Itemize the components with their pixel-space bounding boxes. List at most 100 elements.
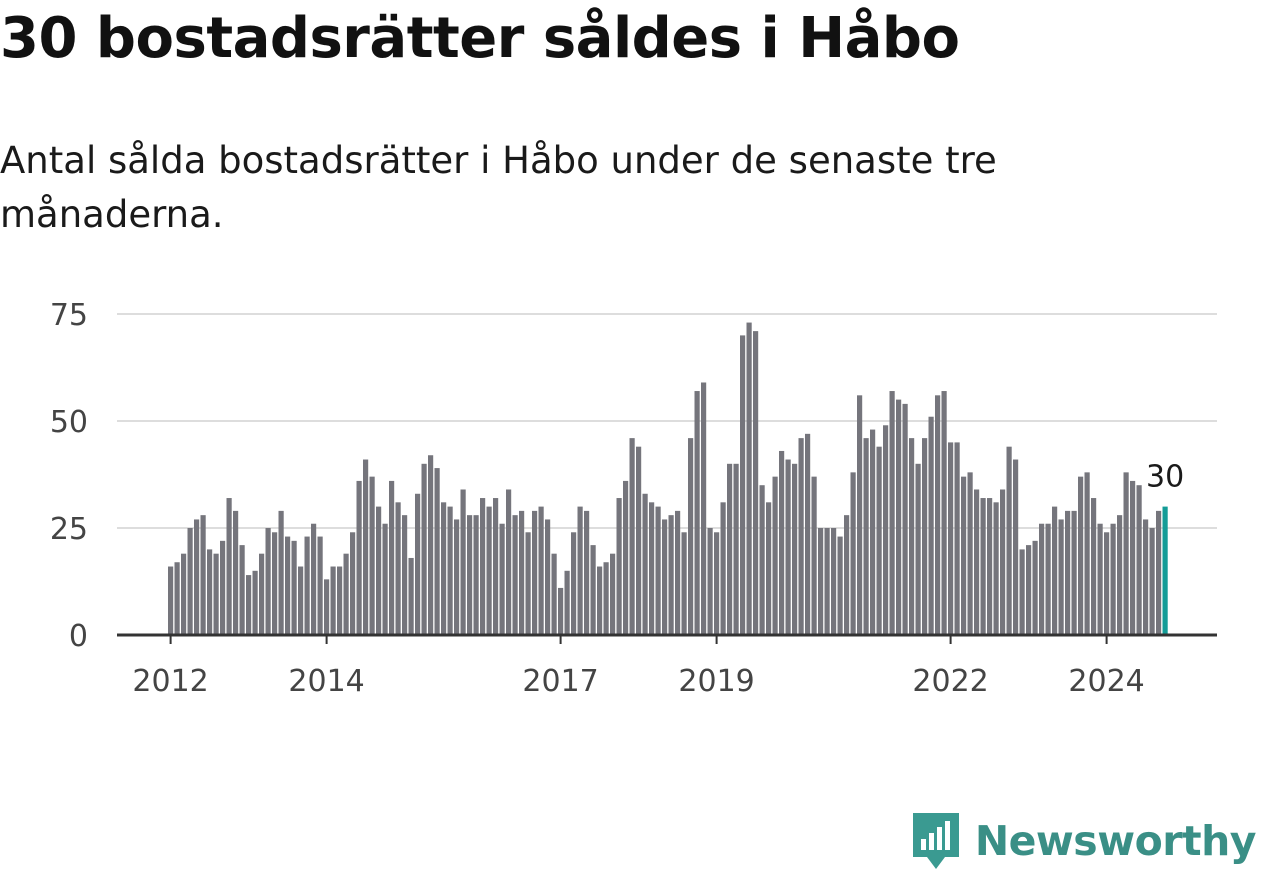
bar [408,557,414,635]
bar [304,536,310,635]
bar [746,322,752,635]
x-tick-label: 2019 [678,664,754,699]
bar [863,438,869,635]
bar [1013,459,1019,635]
bar [1097,523,1103,635]
bar [681,532,687,635]
x-tick-label: 2022 [912,664,988,699]
bar [454,519,460,635]
x-tick-label: 2012 [132,664,208,699]
bar [902,403,908,635]
bar [818,528,824,635]
bar [246,575,252,635]
bar [896,399,902,635]
x-tick-label: 2024 [1068,664,1144,699]
bar [447,506,453,635]
bar [480,498,486,635]
brand: Newsworthy [911,811,1257,871]
bar [668,515,674,635]
bar [766,502,772,635]
brand-name: Newsworthy [974,817,1257,865]
bar [168,566,174,635]
bar [961,476,967,635]
bar [733,463,739,635]
bar [571,532,577,635]
bar [389,480,395,635]
bar [194,519,200,635]
bar [1000,489,1006,635]
bar [356,480,362,635]
bar [428,455,434,635]
bar [174,562,180,635]
bar [642,493,648,635]
bar [616,498,622,635]
bar [720,502,726,635]
bar [610,553,616,635]
bar [187,528,193,635]
bar [1104,532,1110,635]
bar [727,463,733,635]
bar [1039,523,1045,635]
bar [597,566,603,635]
bar [272,532,278,635]
highlight-bar [1162,506,1168,635]
bar [831,528,837,635]
bar [1058,519,1064,635]
bar [1136,485,1142,635]
bar [974,489,980,635]
bar [421,463,427,635]
bar [655,506,661,635]
bar [259,553,265,635]
bar [324,579,330,635]
bar [512,515,518,635]
bar [629,438,635,635]
bar [662,519,668,635]
bar [317,536,323,635]
bar [870,429,876,635]
bar [220,540,226,635]
bar [850,472,856,635]
bar [987,498,993,635]
bar [1052,506,1058,635]
bar [486,506,492,635]
bar [233,510,239,635]
bar [792,463,798,635]
bar [460,489,466,635]
bar [824,528,830,635]
bar [226,498,232,635]
bar [564,570,570,635]
bar [1110,523,1116,635]
bar [694,391,700,635]
bar [889,391,895,635]
y-tick-label: 75 [50,298,88,333]
bar [785,459,791,635]
bar [876,446,882,635]
bar [1091,498,1097,635]
bar [558,587,564,635]
bar [909,438,915,635]
bar [967,472,973,635]
x-tick-label: 2017 [522,664,598,699]
bar [376,506,382,635]
y-tick-label: 0 [69,619,88,654]
bar [649,502,655,635]
bar [1026,545,1032,635]
bar [350,532,356,635]
bar [941,391,947,635]
bar [701,382,707,635]
bar [467,515,473,635]
bar [1006,446,1012,635]
bar [603,562,609,635]
bar-chart: 0 25 50 75 2012 2014 2017 2019 2022 2024 30 [50,298,1217,699]
bar [772,476,778,635]
bar [551,553,557,635]
bar [779,450,785,635]
newsworthy-logo-icon [912,813,959,869]
bar [707,528,713,635]
bar [311,523,317,635]
bar [1084,472,1090,635]
bar [1156,510,1162,635]
chart-title: 30 bostadsrätter såldes i Håbo [0,6,960,71]
bar [1149,528,1155,635]
bar [811,476,817,635]
